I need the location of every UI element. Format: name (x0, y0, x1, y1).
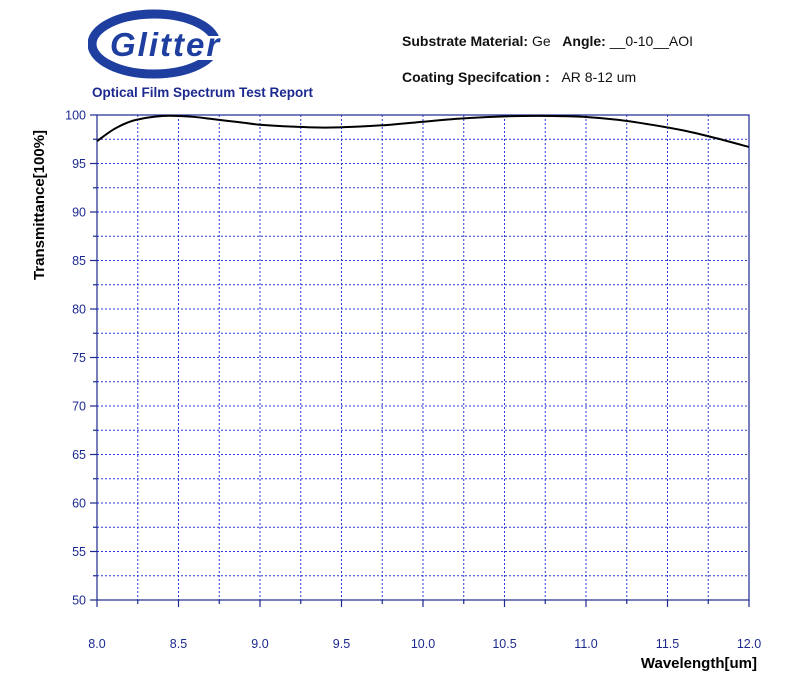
y-tick-label: 50 (72, 594, 86, 608)
x-tick-label: 9.0 (251, 637, 268, 651)
substrate-line: Substrate Material: Ge Angle: __0-10__AO… (402, 33, 693, 49)
x-tick-labels: 8.0 8.5 9.0 9.5 10.0 10.5 11.0 11.5 12.0 (88, 637, 761, 651)
y-tick-label: 85 (72, 254, 86, 268)
x-tick-label: 10.0 (411, 637, 435, 651)
y-tick-labels: 50 55 60 65 70 75 80 85 90 95 100 (65, 109, 86, 608)
y-tick-label: 65 (72, 448, 86, 462)
plot-frame (96, 114, 750, 601)
logo-brand-text: Glitter (110, 26, 221, 63)
substrate-value: Ge (531, 33, 551, 49)
x-tick-label: 10.5 (492, 637, 516, 651)
transmittance-curve (96, 114, 750, 148)
y-tick-label: 70 (72, 400, 86, 414)
y-tick-label: 100 (65, 109, 86, 123)
x-tick-label: 12.0 (737, 637, 761, 651)
y-tick-label: 55 (72, 545, 86, 559)
coating-line: Coating Specifcation : AR 8-12 um (402, 69, 636, 85)
coating-label: Coating Specifcation : (402, 69, 550, 85)
grid (97, 115, 749, 600)
x-tick-label: 9.5 (333, 637, 350, 651)
glitter-logo: Glitter (88, 9, 268, 79)
logo-gap (150, 36, 268, 60)
y-tick-label: 75 (72, 351, 86, 365)
report-title: Optical Film Spectrum Test Report (92, 85, 314, 100)
angle-label: Angle: (562, 33, 606, 49)
x-tick-label: 8.5 (170, 637, 187, 651)
y-axis-title: Transmittance[100%] (31, 130, 48, 280)
x-tick-label: 11.0 (574, 637, 597, 651)
y-tick-label: 60 (72, 497, 86, 511)
x-axis-title: Wavelength[um] (641, 655, 757, 672)
coating-value: AR 8-12 um (561, 69, 637, 85)
angle-value: __0-10__AOI (609, 33, 694, 49)
substrate-label: Substrate Material: (402, 33, 529, 49)
y-tick-label: 95 (72, 157, 86, 171)
x-tick-label: 11.5 (656, 637, 679, 651)
y-tick-label: 90 (72, 206, 86, 220)
ticks (90, 114, 750, 607)
x-tick-label: 8.0 (88, 637, 105, 651)
y-tick-label: 80 (72, 303, 86, 317)
